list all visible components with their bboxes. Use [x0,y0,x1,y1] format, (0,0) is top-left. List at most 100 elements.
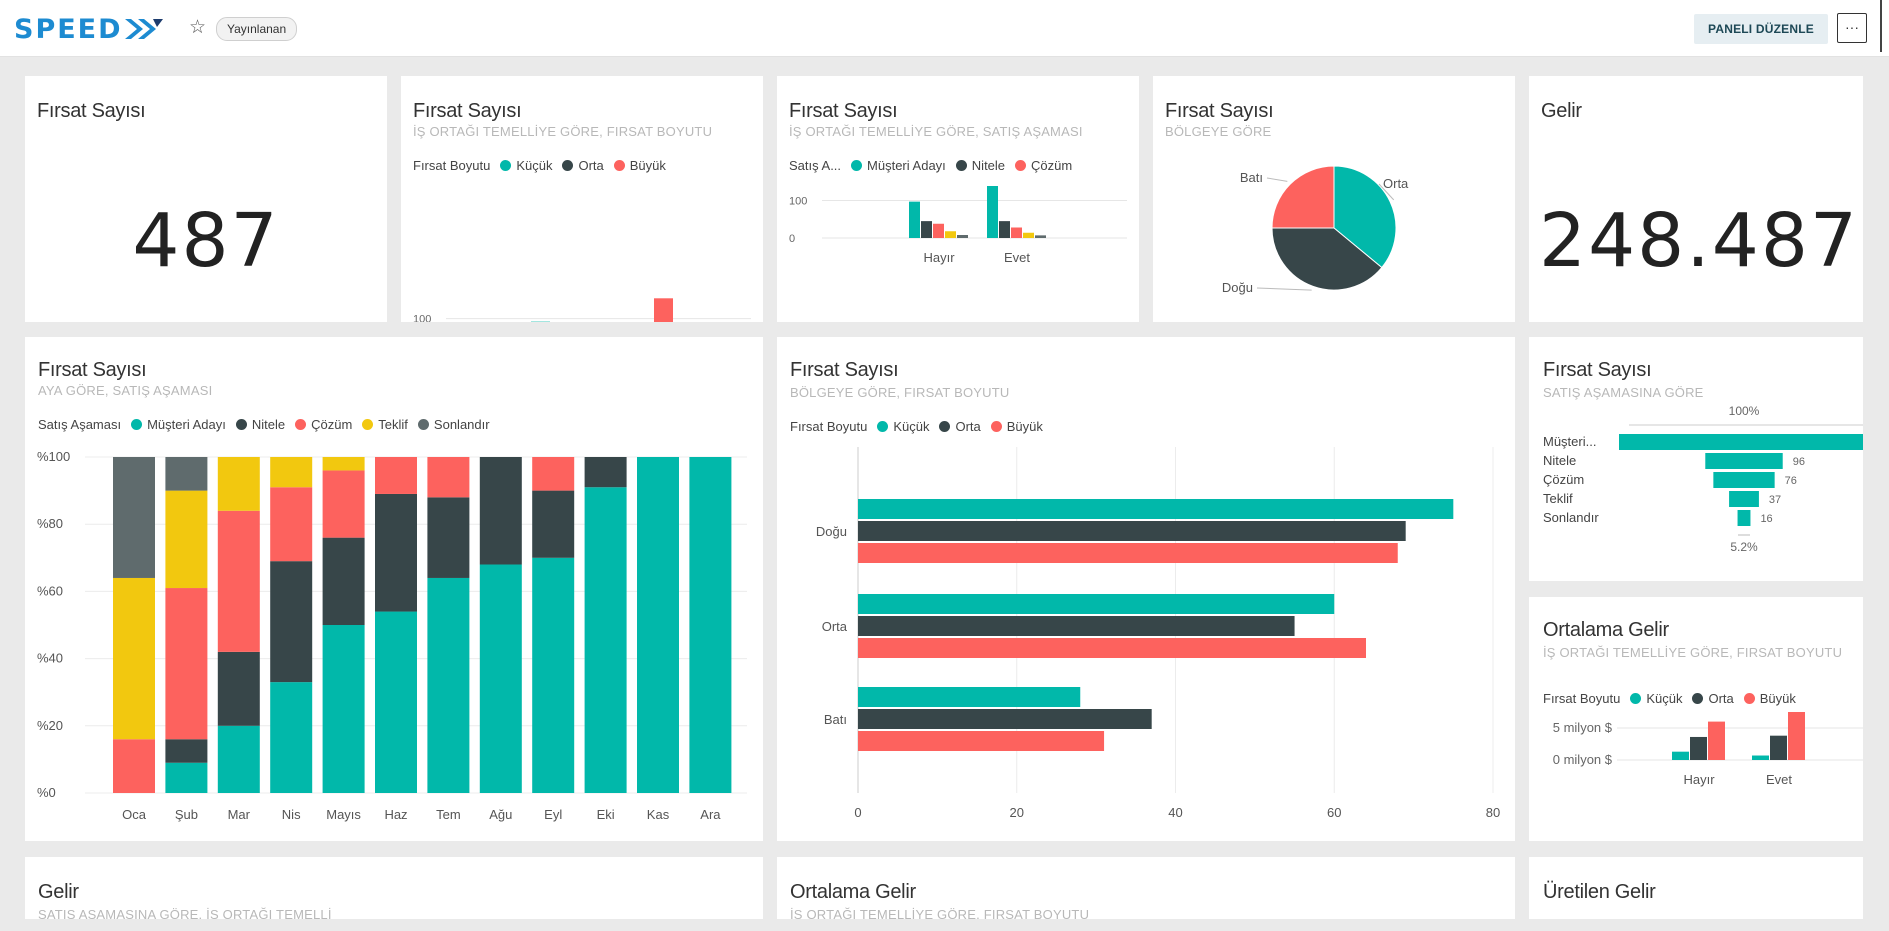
stacked-bar-segment [217,510,260,652]
legend-item[interactable]: Müşteri Adayı [851,158,946,173]
tile-subtitle: İŞ ORTAĞI TEMELLİYE GÖRE, FIRSAT BOYUTU [790,907,1090,919]
x-tick-label: Ara [700,807,721,822]
tile-opportunity-count-kpi[interactable]: Fırsat Sayısı 487 [25,76,387,322]
legend-dot [417,419,429,430]
y-tick-label: 0 [789,233,795,245]
legend-label: Küçük [1646,691,1683,706]
stacked-bar-segment [322,625,365,793]
month-stacked-chart[interactable]: %0 %20 %40 %60 %80 %100 Oca Şub Mar Nis Mayıs Haz Te… [25,437,763,841]
pie-label: Orta [1383,176,1409,191]
legend-label: Müşteri Adayı [867,158,946,173]
legend-title: Satış Aşaması [38,417,122,432]
x-tick-label: Mar [228,807,251,822]
tile-title: Fırsat Sayısı [37,100,146,122]
funnel-stage-label: Nitele [1543,453,1576,468]
edit-dashboard-button[interactable]: PANELI DÜZENLE [1694,14,1828,44]
kpi-value: 248.487 [1538,198,1859,284]
legend-dot [500,160,512,171]
x-tick-label: 80 [1486,805,1500,820]
status-badge: Yayınlanan [216,17,298,41]
legend-item[interactable]: Teklif [362,417,408,432]
pie-slice [1333,165,1397,269]
legend-dot [362,419,374,430]
legend-title: Satış A... [789,158,842,173]
tile-subtitle: İŞ ORTAĞI TEMELLİYE GÖRE, SATIŞ AŞAMASI [789,124,1083,139]
legend-item[interactable]: Çözüm [1015,158,1072,173]
legend-item[interactable]: Nitele [955,158,1006,173]
legend-dot [562,160,574,171]
legend-item[interactable]: Çözüm [295,417,352,432]
legend-dot [235,419,247,430]
region-pie-chart[interactable]: Orta Doğu Batı [1153,146,1515,322]
tile-opportunity-by-stage[interactable]: Fırsat Sayısı İŞ ORTAĞI TEMELLİYE GÖRE, … [777,76,1139,322]
legend-dot [955,160,967,171]
stage-funnel-chart[interactable]: 100% Müşteri... Nitele 96 Çözüm 76 Teklif 37 Son… [1529,403,1863,581]
bar [654,298,673,322]
legend-title: Fırsat Boyutu [413,158,491,173]
stage-bar-chart[interactable]: 0100200HayırEvet [777,186,1139,322]
legend-item[interactable]: Orta [1692,691,1734,706]
logo-chevrons-icon [124,19,163,39]
tile-title: Fırsat Sayısı [790,359,899,381]
funnel-bar [1737,510,1751,526]
stacked-bar-segment [532,490,575,558]
x-tick-label: Mayıs [326,807,361,822]
tile-title: Gelir [1541,100,1582,122]
more-options-button[interactable]: ··· [1837,13,1867,43]
x-tick-label: 0 [854,805,861,820]
region-horizontal-bar-chart[interactable]: 0 20 40 60 80 Doğu Orta Batı [777,437,1515,841]
legend-label: Nitele [971,158,1006,173]
favorite-star-icon[interactable]: ☆ [189,17,207,38]
stacked-bar-segment [584,487,627,793]
bar [1788,712,1805,760]
tile-subtitle: SATIŞ AŞAMASINA GÖRE [1543,385,1704,400]
legend-label: Sonlandır [433,417,490,432]
legend-item[interactable]: Büyük [1743,691,1796,706]
stacked-bar-segment [427,457,470,498]
legend-item[interactable]: Küçük [1630,691,1682,706]
legend-item[interactable]: Büyük [613,158,666,173]
y-tick-label: 5 milyon $ [1553,720,1613,735]
legend-label: Büyük [629,158,666,173]
legend-item[interactable]: Orta [939,419,981,434]
legend-item[interactable]: Sonlandır [417,417,490,432]
chart-legend: Fırsat Boyutu Küçük Orta Büyük [1543,691,1806,706]
x-tick-label: Eki [597,807,615,822]
stacked-bar-segment [217,457,260,511]
legend-label: Teklif [378,417,408,432]
legend-dot [613,160,625,171]
kpi-value: 487 [132,198,280,284]
tile-revenue-kpi[interactable]: Gelir 248.487 [1529,76,1863,322]
legend-label: Büyük [1006,419,1043,434]
legend-item[interactable]: Küçük [500,158,552,173]
legend-item[interactable]: Küçük [877,419,929,434]
tile-opportunity-by-region-bar[interactable]: Fırsat Sayısı BÖLGEYE GÖRE, FIRSAT BOYUT… [777,337,1515,841]
legend-item[interactable]: Nitele [235,417,285,432]
legend-item[interactable]: Müşteri Adayı [131,417,226,432]
bar [858,687,1081,707]
pie-label: Doğu [1222,280,1253,295]
speed-logo[interactable]: SPEED [14,12,163,46]
bar [858,731,1105,751]
tile-average-revenue[interactable]: Ortalama Gelir İŞ ORTAĞI TEMELLİYE GÖRE,… [1529,597,1863,841]
stacked-bar-segment [165,490,208,589]
funnel-value-label: 16 [1760,513,1772,525]
tile-opportunity-funnel[interactable]: Fırsat Sayısı SATIŞ AŞAMASINA GÖRE 100% M… [1529,337,1863,581]
legend-item[interactable]: Büyük [990,419,1043,434]
funnel-stage-label: Teklif [1543,491,1573,506]
tile-opportunity-by-month[interactable]: Fırsat Sayısı AYA GÖRE, SATIŞ AŞAMASI Sa… [25,337,763,841]
tile-revenue-bottom[interactable]: Gelir SATIŞ AŞAMASINA GÖRE, İŞ ORTAĞI TE… [25,857,763,919]
tile-average-revenue-bottom[interactable]: Ortalama Gelir İŞ ORTAĞI TEMELLİYE GÖRE,… [777,857,1515,919]
funnel-value-label: 37 [1769,494,1781,506]
funnel-top-label: 100% [1729,404,1760,418]
tile-opportunity-by-region-pie[interactable]: Fırsat Sayısı BÖLGEYE GÖRE Orta Doğu Batı [1153,76,1515,322]
tile-generated-revenue[interactable]: Üretilen Gelir [1529,857,1863,919]
legend-label: Çözüm [1031,158,1073,173]
tile-opportunity-by-partner[interactable]: Fırsat Sayısı İŞ ORTAĞI TEMELLİYE GÖRE, … [401,76,763,322]
legend-item[interactable]: Orta [562,158,604,173]
pie-leader-line [1378,183,1395,201]
stacked-bar-segment [479,457,522,565]
stacked-bar-segment [270,561,313,683]
